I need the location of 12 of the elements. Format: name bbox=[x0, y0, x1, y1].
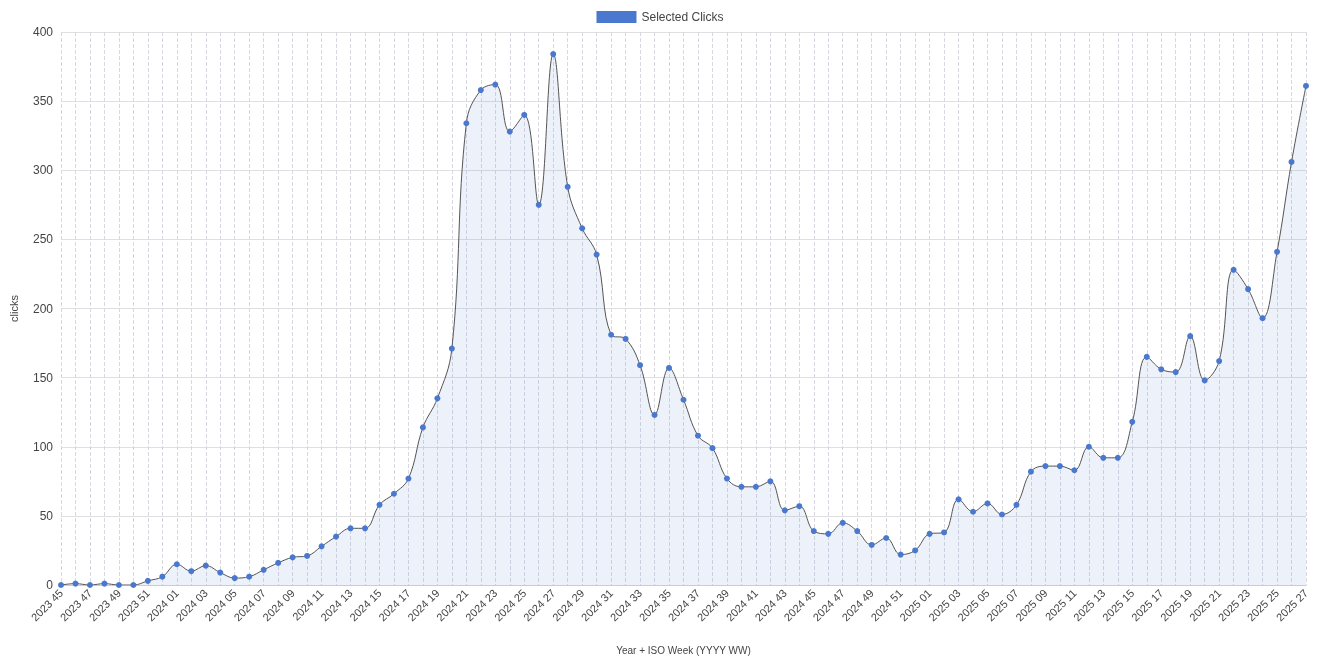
y-tick-label: 300 bbox=[32, 163, 54, 178]
y-tick-label: 400 bbox=[32, 25, 54, 39]
y-tick-label: 0 bbox=[46, 578, 54, 592]
y-tick-label: 100 bbox=[32, 439, 54, 454]
x-axis-title: Year + ISO Week (YYYY WW) bbox=[616, 644, 751, 656]
y-tick-label: 50 bbox=[39, 508, 54, 523]
y-tick-label: 200 bbox=[32, 301, 54, 316]
y-tick-label: 150 bbox=[32, 370, 54, 385]
y-tick-label: 350 bbox=[32, 94, 54, 109]
legend-label: Selected Clicks bbox=[641, 10, 724, 24]
y-axis-title: clicks bbox=[7, 294, 20, 322]
y-tick-label: 250 bbox=[32, 232, 54, 247]
